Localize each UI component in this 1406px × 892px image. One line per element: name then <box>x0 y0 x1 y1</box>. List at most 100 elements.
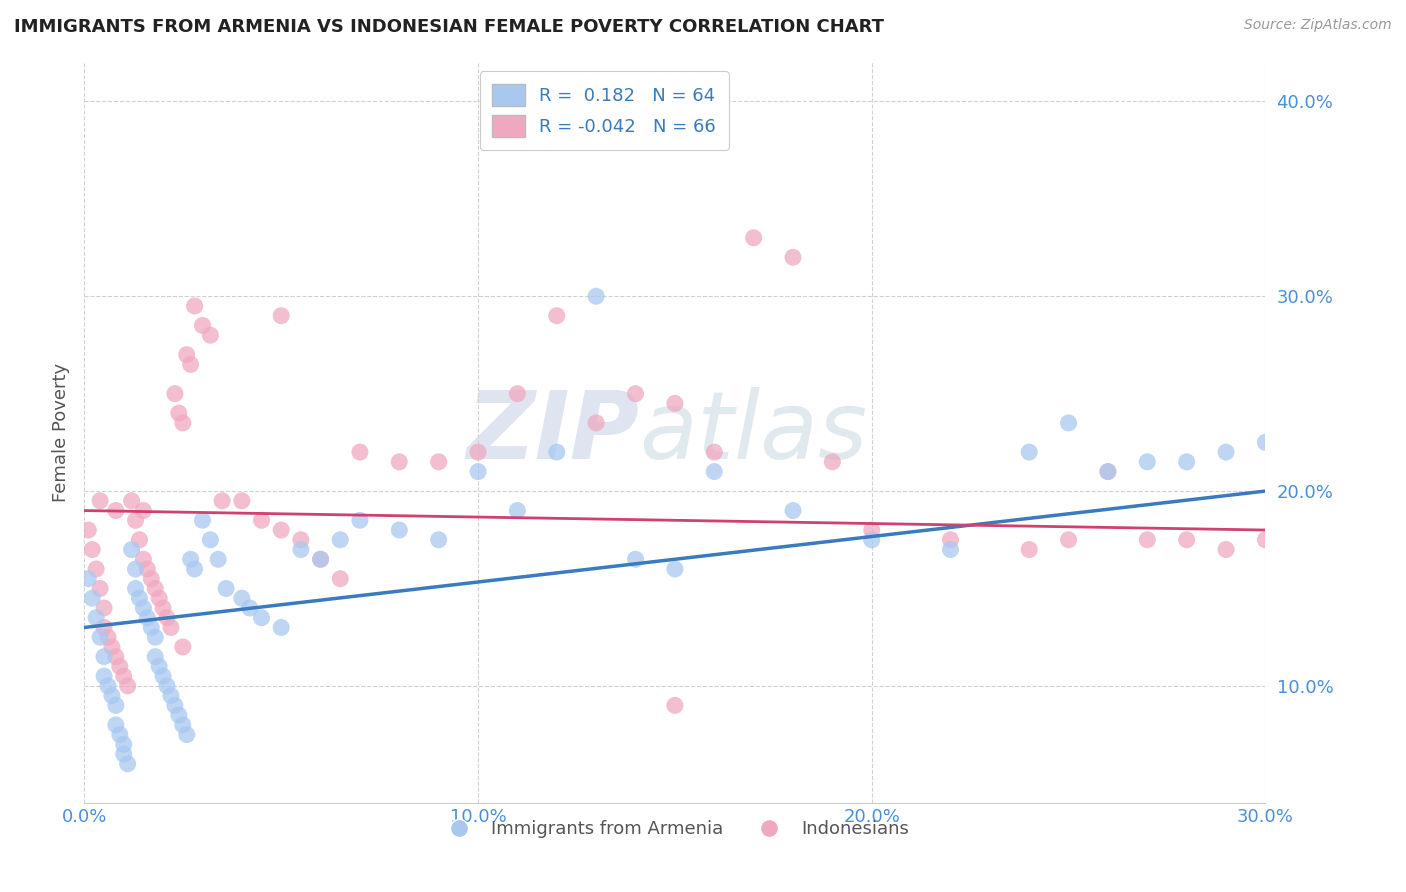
Point <box>163 386 186 401</box>
Point <box>89 493 111 508</box>
Point <box>349 513 371 527</box>
Point <box>136 562 159 576</box>
Point <box>939 542 962 557</box>
Point <box>152 669 174 683</box>
Point <box>101 640 124 654</box>
Point <box>664 396 686 410</box>
Point <box>191 318 214 333</box>
Y-axis label: Female Poverty: Female Poverty <box>52 363 70 502</box>
Point <box>180 358 202 372</box>
Point <box>104 718 127 732</box>
Point <box>309 552 332 566</box>
Text: IMMIGRANTS FROM ARMENIA VS INDONESIAN FEMALE POVERTY CORRELATION CHART: IMMIGRANTS FROM ARMENIA VS INDONESIAN FE… <box>14 18 884 36</box>
Point <box>207 552 229 566</box>
Point <box>77 523 100 537</box>
Point <box>172 416 194 430</box>
Point <box>104 649 127 664</box>
Point <box>89 582 111 596</box>
Point <box>97 679 120 693</box>
Point <box>1254 435 1277 450</box>
Point <box>1097 465 1119 479</box>
Point <box>101 689 124 703</box>
Point <box>664 562 686 576</box>
Point <box>821 455 844 469</box>
Point <box>427 455 450 469</box>
Point <box>121 542 143 557</box>
Point <box>329 572 352 586</box>
Point <box>156 610 179 624</box>
Point <box>93 620 115 634</box>
Point <box>148 591 170 606</box>
Point <box>176 348 198 362</box>
Point <box>117 756 139 771</box>
Point <box>546 445 568 459</box>
Point <box>585 289 607 303</box>
Point <box>104 698 127 713</box>
Point <box>467 465 489 479</box>
Point <box>250 610 273 624</box>
Point <box>1018 542 1040 557</box>
Point <box>506 503 529 517</box>
Point <box>1097 465 1119 479</box>
Point <box>156 679 179 693</box>
Point <box>703 445 725 459</box>
Point <box>329 533 352 547</box>
Point <box>167 708 190 723</box>
Point <box>124 562 146 576</box>
Point <box>290 542 312 557</box>
Point <box>200 328 222 343</box>
Point <box>585 416 607 430</box>
Text: atlas: atlas <box>640 387 868 478</box>
Point <box>624 386 647 401</box>
Point <box>176 728 198 742</box>
Point <box>211 493 233 508</box>
Point <box>84 562 107 576</box>
Point <box>1254 533 1277 547</box>
Point <box>290 533 312 547</box>
Point <box>112 747 135 761</box>
Point <box>160 689 183 703</box>
Point <box>128 533 150 547</box>
Point <box>141 620 163 634</box>
Point <box>112 737 135 751</box>
Point <box>82 542 104 557</box>
Point <box>388 455 411 469</box>
Point <box>1136 455 1159 469</box>
Point <box>112 669 135 683</box>
Point <box>939 533 962 547</box>
Point <box>1175 533 1198 547</box>
Point <box>309 552 332 566</box>
Point <box>427 533 450 547</box>
Point <box>167 406 190 420</box>
Point <box>191 513 214 527</box>
Point <box>143 630 166 644</box>
Point <box>742 231 765 245</box>
Point <box>250 513 273 527</box>
Point <box>782 503 804 517</box>
Point <box>1057 533 1080 547</box>
Point <box>136 610 159 624</box>
Point <box>200 533 222 547</box>
Point <box>93 649 115 664</box>
Point <box>97 630 120 644</box>
Point <box>860 533 883 547</box>
Point <box>664 698 686 713</box>
Point <box>132 503 155 517</box>
Point <box>624 552 647 566</box>
Point <box>89 630 111 644</box>
Point <box>128 591 150 606</box>
Point <box>506 386 529 401</box>
Point <box>239 601 262 615</box>
Point <box>1215 542 1237 557</box>
Point <box>546 309 568 323</box>
Point <box>132 552 155 566</box>
Point <box>270 309 292 323</box>
Point <box>152 601 174 615</box>
Point <box>703 465 725 479</box>
Point <box>349 445 371 459</box>
Point <box>180 552 202 566</box>
Point <box>215 582 238 596</box>
Point <box>141 572 163 586</box>
Point <box>117 679 139 693</box>
Point <box>84 610 107 624</box>
